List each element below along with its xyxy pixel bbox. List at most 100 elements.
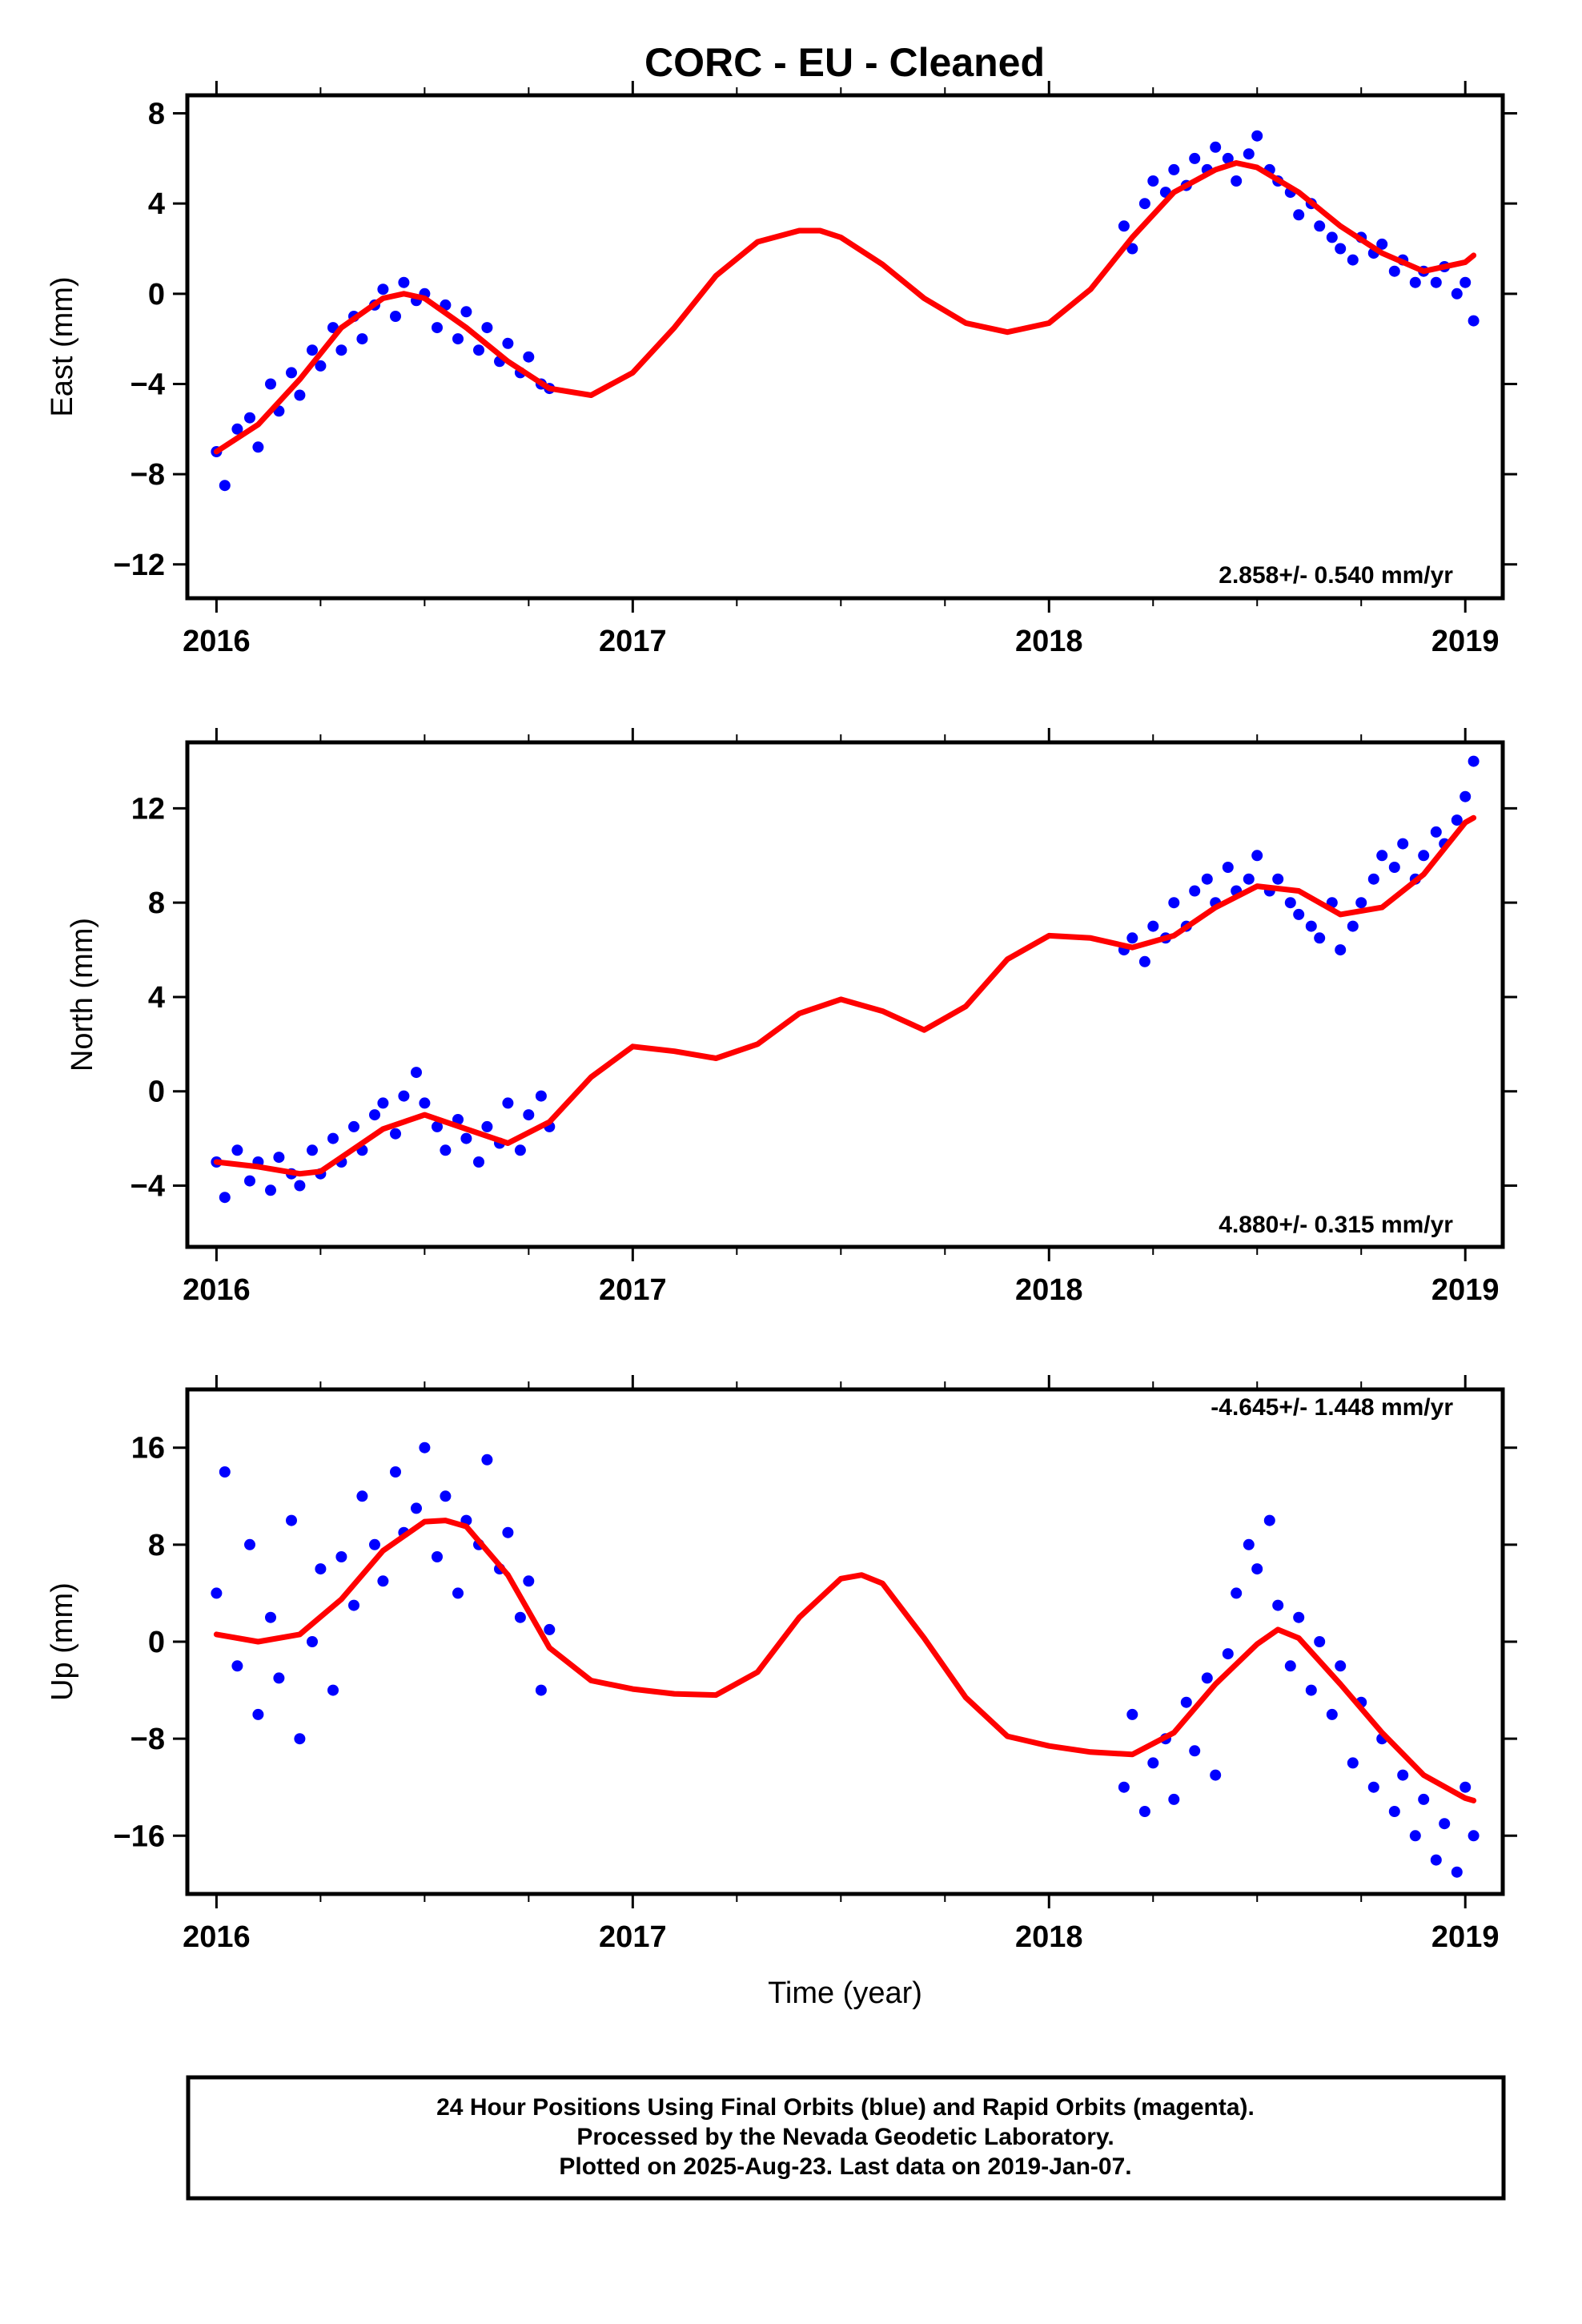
data-point [1126,932,1138,944]
rate-label: 4.880+/- 0.315 mm/yr [1219,1212,1453,1238]
x-tick-label: 2019 [1431,1273,1500,1307]
data-point [231,1660,243,1672]
data-point [1272,873,1284,885]
data-point [1335,243,1347,255]
data-point [327,1132,339,1144]
data-point [1388,862,1400,873]
data-point [377,1575,389,1587]
data-point [1251,1563,1263,1575]
plot-frame [185,93,1505,601]
data-point [1326,231,1338,243]
data-point [1201,873,1213,885]
data-point [440,1490,452,1502]
y-tick-label: 8 [148,887,165,920]
data-point [473,344,484,356]
y-tick-label: 0 [148,278,165,312]
y-tick-label: −4 [130,1169,165,1203]
data-point [294,1180,306,1192]
y-tick-label: −4 [130,368,165,401]
data-point [211,1587,223,1599]
data-point [1439,1818,1451,1830]
data-point [1355,897,1367,909]
data-point [244,1538,255,1550]
data-point [1180,1696,1192,1708]
data-point [1430,276,1442,288]
y-tick-label: −8 [130,1723,165,1756]
plot-area-1 [211,130,1480,492]
data-point [377,1097,389,1109]
data-point [335,1551,347,1562]
data-point [452,1587,464,1599]
data-point [286,367,297,379]
data-point [1147,1757,1159,1769]
panel-2: 2016 2017 2018 2019 −4 0 4 8 12 North (mm) 4.880+/… [66,728,1517,1307]
data-point [1210,1769,1222,1781]
footer-line-1: 24 Hour Positions Using Final Orbits (bl… [436,2094,1255,2121]
data-point [219,480,231,492]
y-tick-label: 0 [148,1076,165,1109]
data-point [231,423,243,435]
data-point [514,1611,526,1623]
data-point [252,1708,264,1720]
data-point [315,360,327,372]
data-point [1376,238,1388,250]
data-point [473,1156,484,1168]
data-point [419,1441,431,1454]
data-point [377,283,389,296]
data-point [1418,850,1430,862]
data-point [1138,198,1150,210]
data-point [1430,826,1442,838]
rate-label: -4.645+/- 1.448 mm/yr [1211,1394,1453,1421]
y-tick-label: 12 [131,792,165,826]
x-tick-label: 2019 [1431,1920,1500,1954]
data-point [1243,148,1255,160]
data-point [523,1575,535,1587]
data-point [1210,141,1222,153]
data-point [1201,1672,1213,1684]
data-point [432,1551,443,1562]
data-point [1367,1781,1379,1793]
plot-area-3 [211,1441,1480,1878]
data-point [432,1120,443,1132]
data-point [514,1144,526,1156]
data-point [219,1192,231,1204]
data-point [523,351,535,363]
data-point [419,1097,431,1109]
data-point [1168,163,1180,175]
data-point [1263,1514,1275,1526]
data-point [369,1109,380,1121]
data-point [1326,1708,1338,1720]
data-point [523,1109,535,1121]
data-point [1251,850,1263,862]
data-point [502,1526,514,1538]
y-tick-label: 16 [131,1432,165,1466]
data-point [390,1466,401,1478]
x-tick-label: 2017 [599,1920,667,1954]
y-tick-label: −16 [114,1819,165,1853]
x-tick-label: 2016 [183,1920,251,1954]
x-tick-label: 2018 [1015,1273,1083,1307]
x-axis-label: Time (year) [768,1976,922,2010]
data-point [1168,1793,1180,1805]
data-point [502,1097,514,1109]
data-point [1284,1660,1296,1672]
y-tick-label: −8 [130,458,165,492]
data-point [1430,1854,1442,1866]
y-axis-label: North (mm) [66,918,99,1072]
data-point [481,322,493,334]
data-point [440,1144,452,1156]
data-point [1314,220,1326,232]
data-point [1460,276,1472,288]
data-point [1222,152,1234,164]
y-tick-label: 4 [148,187,165,221]
data-point [1376,850,1388,862]
data-point [390,311,401,322]
data-point [327,1684,339,1696]
x-tick-label: 2019 [1431,625,1500,658]
data-point [1367,873,1379,885]
panel-3: 2016 2017 2018 2019 −16 −8 0 8 16 Up (mm) -4.645+/… [46,1375,1517,2010]
data-point [452,333,464,345]
data-point [1272,1599,1284,1611]
data-point [1388,265,1400,277]
